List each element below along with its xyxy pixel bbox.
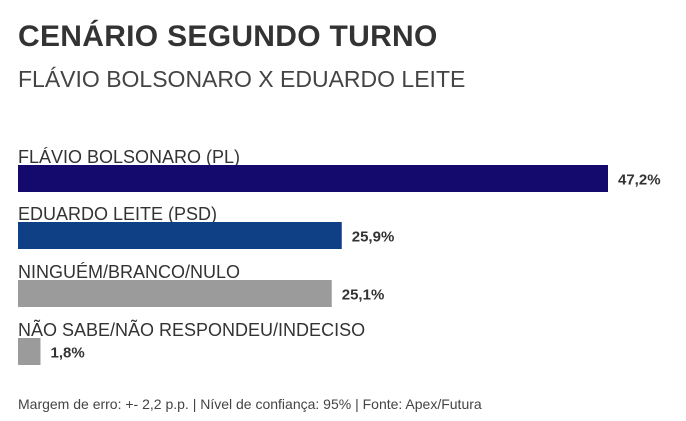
category-label: EDUARDO LEITE (PSD): [18, 204, 217, 224]
bar: [18, 165, 608, 192]
category-label: NINGUÉM/BRANCO/NULO: [18, 262, 240, 282]
source-note: Margem de erro: +- 2,2 p.p. | Nível de c…: [18, 396, 482, 412]
bar-chart: FLÁVIO BOLSONARO (PL) 47,2% EDUARDO LEITE …: [18, 147, 661, 365]
value-label: 1,8%: [51, 345, 85, 362]
value-label: 25,9%: [352, 229, 395, 246]
category-label: FLÁVIO BOLSONARO (PL): [18, 147, 240, 167]
category-label: NÃO SABE/NÃO RESPONDEU/INDECISO: [18, 319, 365, 340]
value-label: 25,1%: [342, 287, 385, 304]
value-label: 47,2%: [618, 172, 661, 189]
bar: [18, 338, 41, 365]
bar: [18, 280, 332, 307]
chart-subtitle: FLÁVIO BOLSONARO X EDUARDO LEITE: [18, 66, 466, 92]
chart-title: CENÁRIO SEGUNDO TURNO: [18, 20, 438, 53]
bar: [18, 222, 342, 249]
